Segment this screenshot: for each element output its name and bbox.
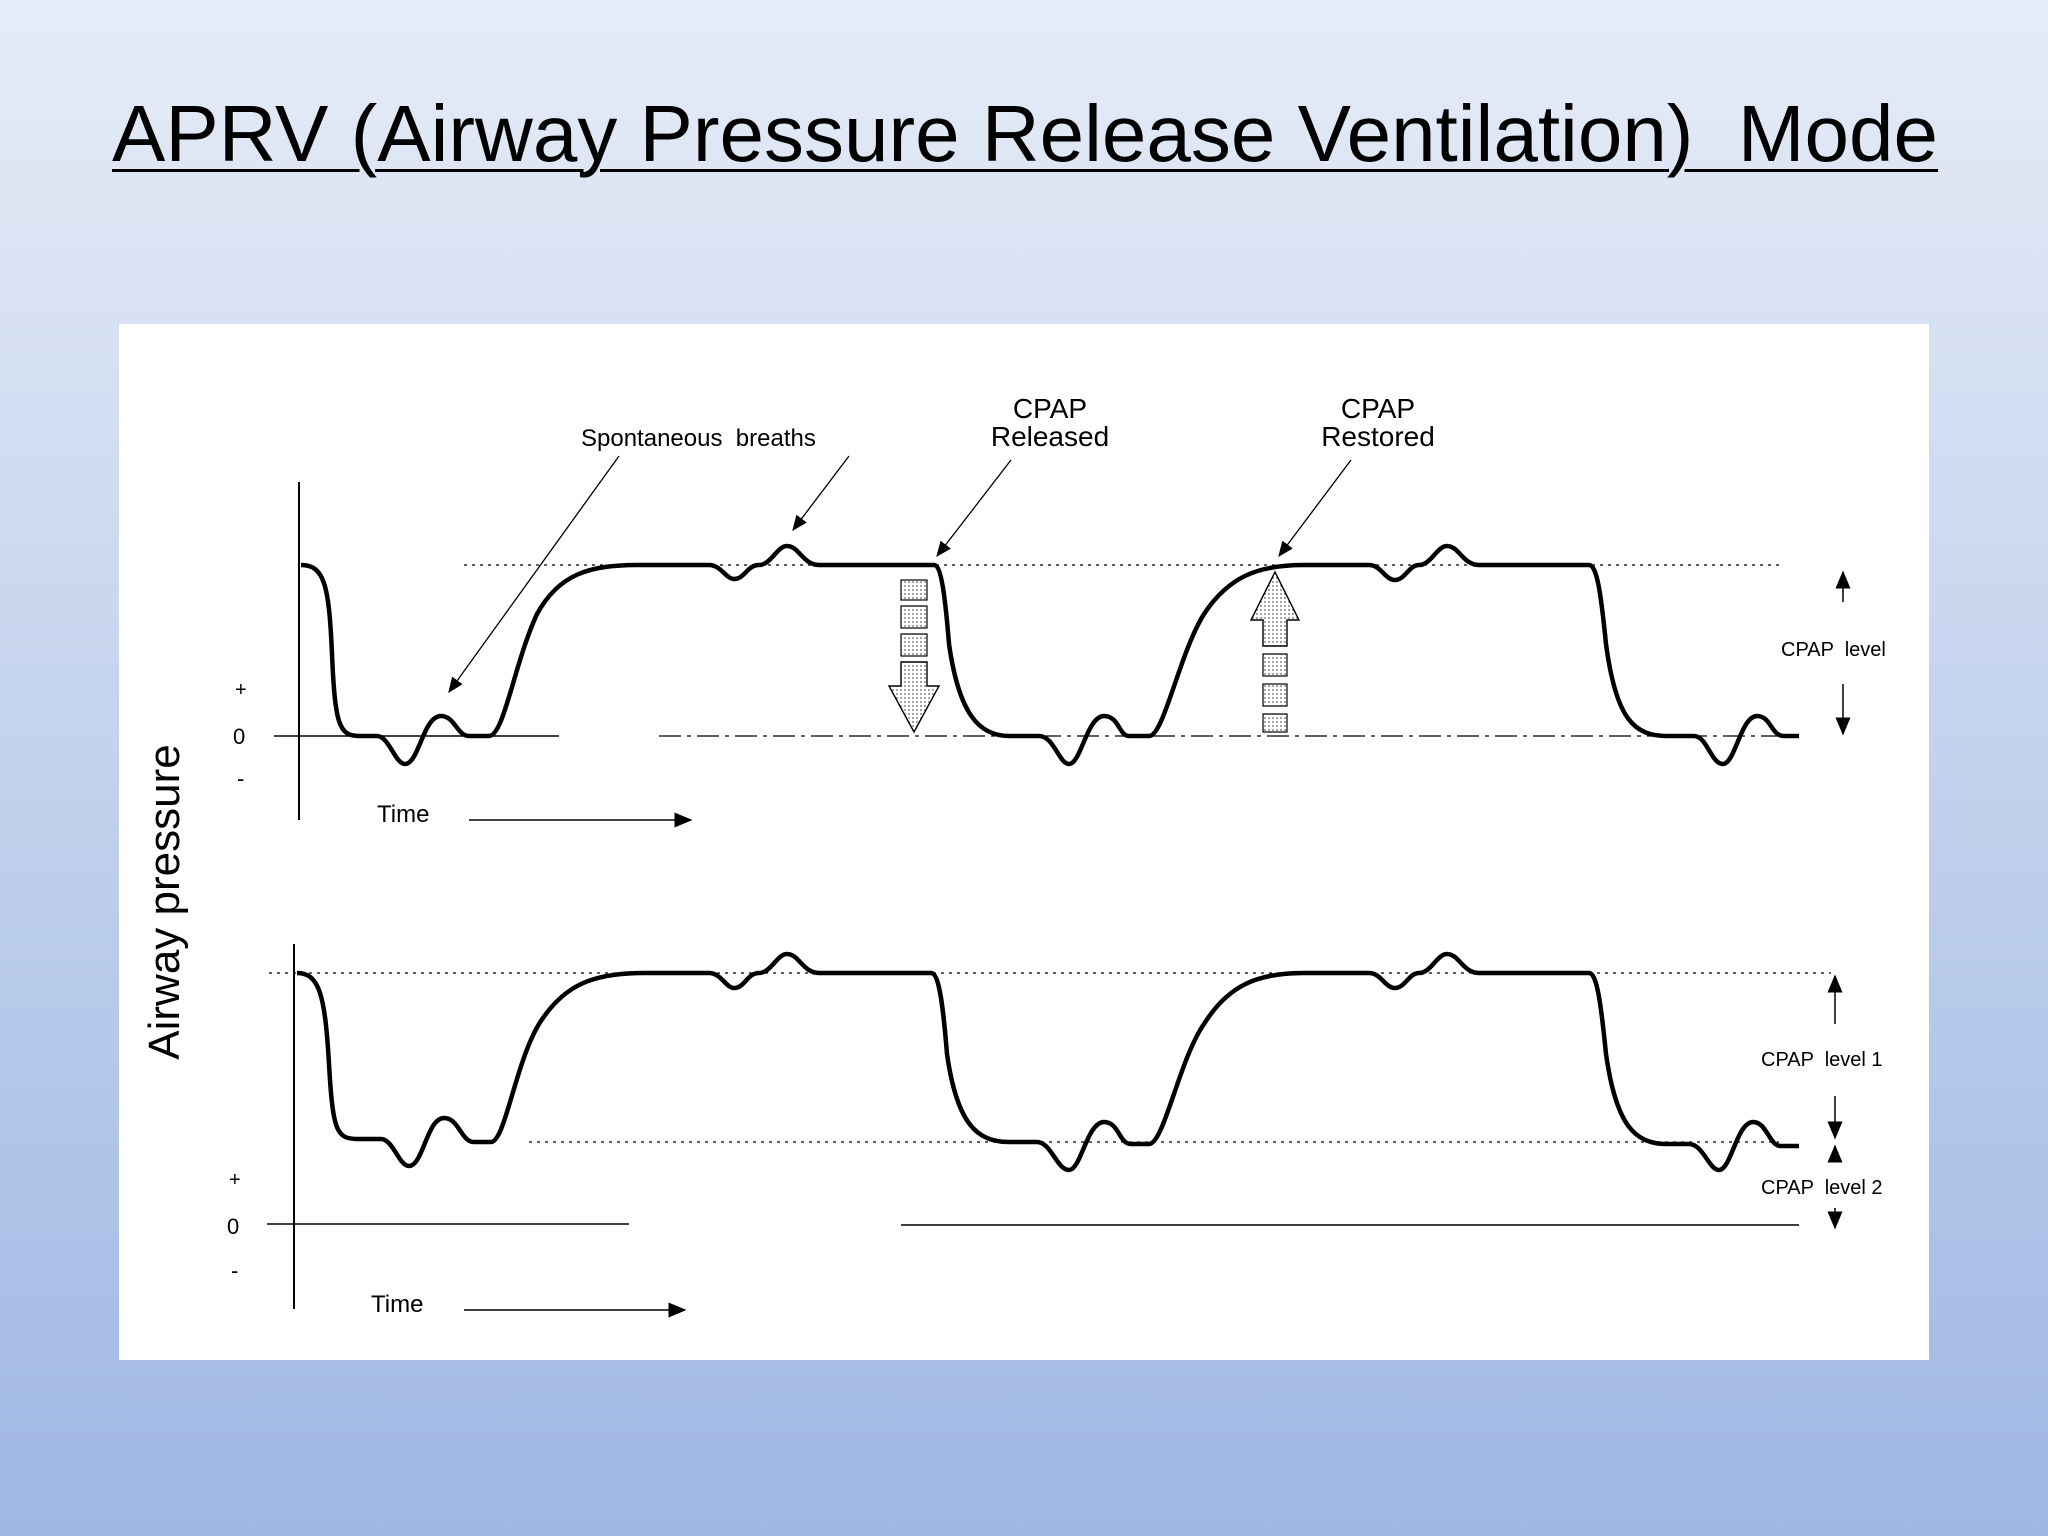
bottom-tick-minus: - (231, 1258, 238, 1283)
top-pressure-waveform (300, 543, 1799, 767)
cpap-restored-label-line1: CPAP (1341, 393, 1415, 424)
cpap-restored-label-line2: Restored (1321, 421, 1435, 452)
cpap-restored-pointer (1278, 459, 1352, 558)
y-axis-label: Airway pressure (140, 744, 189, 1059)
bottom-tick-zero: 0 (227, 1214, 239, 1239)
top-time-label: Time (377, 801, 429, 828)
top-tick-plus: + (235, 679, 247, 701)
bottom-pressure-waveform (296, 951, 1799, 1173)
released-down-arrow (887, 579, 941, 734)
spontaneous-breaths-label: Spontaneous breaths (581, 425, 816, 452)
spontaneous-pointer-1 (448, 455, 620, 694)
cpap-level2-label: CPAP level 2 (1761, 1177, 1883, 1199)
aprv-diagram-canvas: Airway pressure + 0 - Spontaneous breath… (140, 393, 1886, 1318)
top-tick-minus: - (237, 766, 244, 791)
bottom-panel: + 0 - CPAP level 1 CPAP level 2 Time (227, 944, 1883, 1318)
aprv-diagram: Airway pressure + 0 - Spontaneous breath… (119, 324, 1929, 1360)
top-tick-zero: 0 (233, 724, 245, 749)
cpap-released-label-line1: CPAP (1013, 393, 1087, 424)
bottom-time-label: Time (371, 1291, 423, 1318)
top-panel: + 0 - Spontaneous breaths CPAP Released … (233, 393, 1886, 828)
spontaneous-pointer-2 (792, 455, 850, 532)
restored-up-arrow (1249, 570, 1301, 733)
cpap-released-pointer (936, 459, 1012, 558)
cpap-level-label: CPAP level (1781, 639, 1886, 661)
cpap-level1-label: CPAP level 1 (1761, 1049, 1883, 1071)
slide-title: APRV (Airway Pressure Release Ventilatio… (112, 89, 1939, 178)
cpap-released-label-line2: Released (991, 421, 1109, 452)
bottom-tick-plus: + (229, 1169, 241, 1191)
